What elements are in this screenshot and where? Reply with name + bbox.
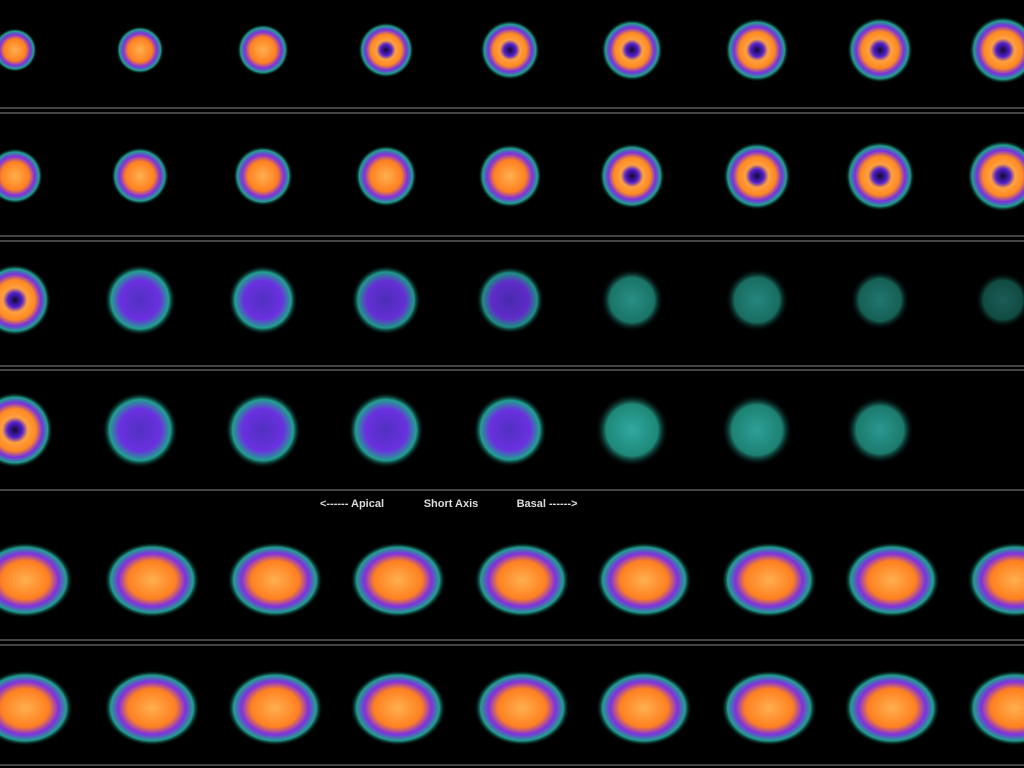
long-axis-image	[350, 670, 446, 746]
long-axis-image	[596, 670, 692, 746]
slice-image	[233, 146, 293, 206]
long-axis-image	[844, 542, 940, 618]
slice-image	[0, 392, 53, 468]
slice-image	[725, 268, 789, 332]
slice-image	[225, 392, 301, 468]
slice-image	[847, 17, 913, 83]
slice-image	[969, 16, 1024, 84]
long-axis-image	[721, 670, 817, 746]
slice-image	[351, 265, 421, 335]
slice-image	[595, 393, 669, 467]
long-axis-image	[350, 542, 446, 618]
slice-image	[846, 396, 914, 464]
slice-image	[104, 264, 176, 336]
slice-image	[723, 142, 791, 210]
slice-image	[0, 264, 51, 336]
slice-image	[111, 147, 169, 205]
slice-image	[725, 18, 789, 82]
slice-image	[0, 28, 37, 72]
axis-label: Short Axis	[424, 498, 479, 510]
long-axis-image	[967, 670, 1024, 746]
long-axis-image	[474, 542, 570, 618]
slice-image	[348, 392, 424, 468]
basal-label: Basal ------>	[517, 498, 578, 510]
long-axis-image	[104, 542, 200, 618]
slice-image	[237, 24, 289, 76]
slice-image	[721, 394, 793, 466]
apical-label: <------ Apical	[320, 498, 384, 510]
slice-image	[478, 144, 542, 208]
slice-image	[600, 268, 664, 332]
slice-image	[967, 140, 1024, 212]
long-axis-image	[227, 542, 323, 618]
slice-image	[355, 145, 417, 207]
slice-image	[116, 26, 164, 74]
slice-image	[599, 143, 665, 209]
slice-image	[0, 148, 43, 204]
long-axis-image	[474, 670, 570, 746]
slice-image	[975, 272, 1024, 328]
long-axis-image	[967, 542, 1024, 618]
slice-image	[480, 20, 540, 80]
slice-image	[476, 266, 544, 334]
long-axis-image	[721, 542, 817, 618]
long-axis-image	[104, 670, 200, 746]
long-axis-image	[0, 670, 73, 746]
long-axis-image	[227, 670, 323, 746]
slice-image	[102, 392, 178, 468]
long-axis-image	[0, 542, 73, 618]
slice-image	[845, 141, 915, 211]
long-axis-image	[844, 670, 940, 746]
slice-image	[850, 270, 910, 330]
slice-image	[473, 393, 547, 467]
long-axis-image	[596, 542, 692, 618]
slice-image	[358, 22, 414, 78]
slice-image	[228, 265, 298, 335]
slice-image	[601, 19, 663, 81]
